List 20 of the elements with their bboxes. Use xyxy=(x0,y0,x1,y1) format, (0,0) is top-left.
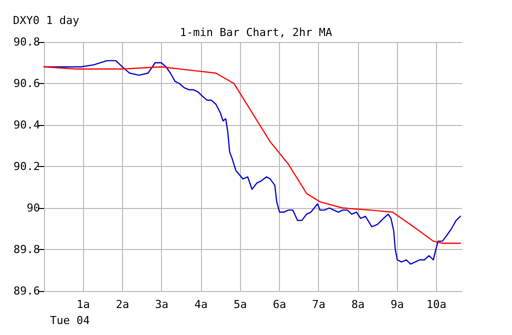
y-tick-label: 89.6 xyxy=(14,284,40,298)
x-tick-label: 8a xyxy=(351,298,365,311)
chart-title: DXY0 1 day xyxy=(13,14,80,27)
y-tick-label: 90 xyxy=(26,202,40,214)
x-tick-label: 10a xyxy=(426,298,446,311)
x-tick-label: 1a xyxy=(76,298,90,311)
chart-subtitle: 1-min Bar Chart, 2hr MA xyxy=(180,26,333,39)
y-tick-label: 90.8 xyxy=(14,36,40,48)
x-tick-label: 2a xyxy=(116,298,130,311)
x-tick-label: 3a xyxy=(155,298,168,311)
x-tick-label: 6a xyxy=(272,298,286,311)
y-tick-label: 90.6 xyxy=(14,77,40,90)
x-tick-label: 5a xyxy=(234,298,247,311)
x-tick-label: 9a xyxy=(390,298,404,311)
x-tick-label: 4a xyxy=(194,298,208,311)
y-tick-label: 90.4 xyxy=(14,118,40,132)
y-tick-label: 90.2 xyxy=(14,160,40,173)
x-axis-title: Tue 04 xyxy=(50,314,90,327)
y-tick-label: 89.8 xyxy=(14,243,40,256)
x-tick-label: 7a xyxy=(312,298,326,311)
